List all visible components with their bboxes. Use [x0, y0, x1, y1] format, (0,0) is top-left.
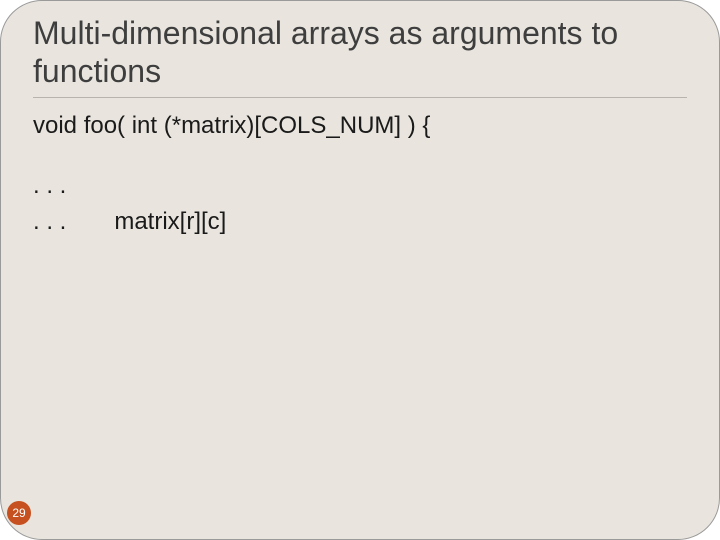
code-row-2: . . . matrix[r][c] [33, 207, 687, 237]
code-expression: matrix[r][c] [114, 207, 226, 237]
page-number-badge: 29 [7, 501, 31, 525]
ellipsis-1: . . . [33, 171, 66, 201]
code-signature: void foo( int (*matrix)[COLS_NUM] ) { [33, 111, 687, 141]
code-row-1: . . . [33, 171, 687, 201]
slide-body: void foo( int (*matrix)[COLS_NUM] ) { . … [33, 111, 687, 243]
ellipsis-2: . . . [33, 207, 66, 237]
slide-frame: Multi-dimensional arrays as arguments to… [0, 0, 720, 540]
slide-title: Multi-dimensional arrays as arguments to… [33, 15, 687, 98]
